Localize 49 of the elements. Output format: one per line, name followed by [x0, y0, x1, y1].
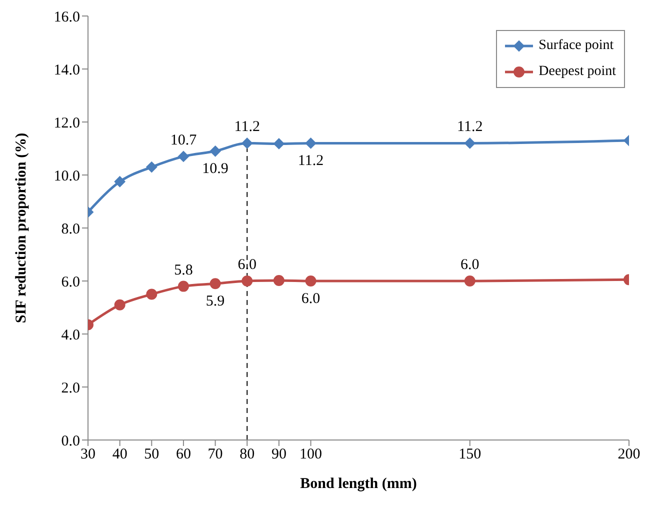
point	[464, 276, 476, 286]
x-tick-label: 70	[208, 446, 223, 463]
point	[178, 280, 189, 292]
data-label: 6.0	[301, 291, 320, 307]
data-label: 11.2	[457, 119, 483, 136]
data-label: 5.9	[206, 294, 225, 310]
point	[210, 278, 221, 290]
x-tick-label: 100	[300, 446, 322, 463]
data-label: 6.0	[238, 257, 256, 273]
x-tick-label: 150	[458, 446, 482, 463]
y-tick-label: 8.0	[61, 221, 80, 238]
point	[146, 162, 158, 173]
data-label: 6.0	[460, 257, 480, 273]
point	[273, 138, 284, 150]
point	[305, 276, 316, 286]
point	[114, 176, 126, 188]
data-label: 10.9	[202, 161, 228, 178]
y-tick-label: 16.0	[54, 9, 80, 26]
legend-label: Surface point	[538, 37, 614, 55]
data-label: 10.7	[170, 132, 198, 148]
y-tick-label: 10.0	[54, 168, 80, 184]
point	[464, 138, 476, 149]
point	[210, 146, 221, 157]
x-tick-label: 50	[144, 446, 160, 463]
legend-label: Deepest point	[538, 63, 616, 81]
point	[242, 138, 253, 149]
y-tick-label: 4.0	[61, 327, 80, 344]
x-tick-label: 40	[112, 446, 128, 463]
x-tick-label: 200	[618, 446, 640, 463]
data-label: 5.8	[174, 262, 193, 278]
y-tick-label: 2.0	[61, 380, 80, 396]
y-tick-label: 0.0	[61, 433, 80, 450]
y-tick-label: 14.0	[54, 62, 80, 78]
y-tick-label: 12.0	[54, 115, 80, 132]
point	[305, 138, 316, 149]
point	[146, 288, 158, 300]
point	[273, 274, 284, 286]
point	[178, 150, 189, 162]
x-tick-label: 60	[176, 446, 191, 463]
data-label: 11.2	[298, 153, 324, 170]
point	[114, 299, 126, 310]
data-label: 11.2	[234, 119, 260, 136]
y-axis-title: SIF reduction proportion (%)	[13, 132, 30, 324]
x-tick-label: 90	[271, 446, 286, 463]
x-tick-label: 80	[240, 446, 255, 463]
x-axis-title: Bond length (mm)	[300, 476, 417, 492]
y-tick-label: 6.0	[61, 274, 80, 290]
point	[242, 276, 253, 286]
x-tick-label: 30	[80, 446, 96, 463]
